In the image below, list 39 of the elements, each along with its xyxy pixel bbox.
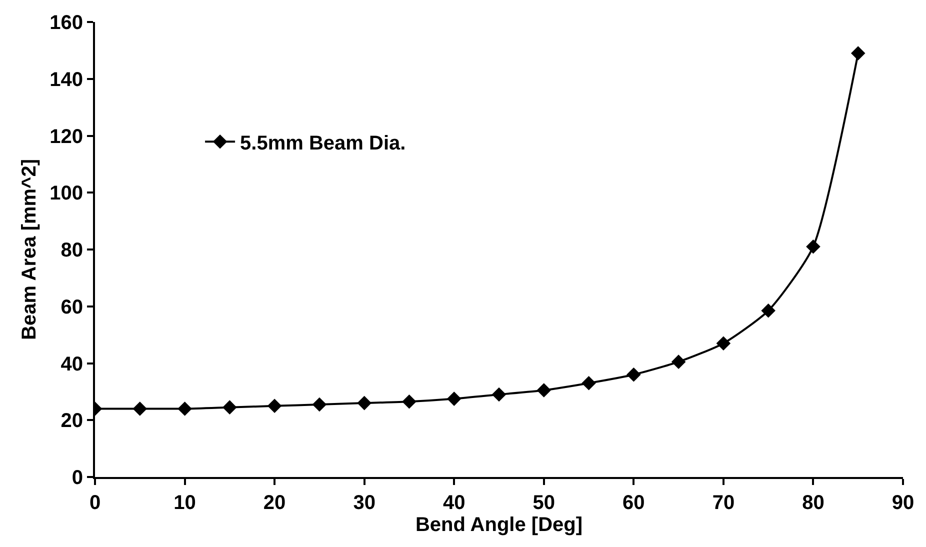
y-tick-label: 0 [72, 467, 83, 489]
y-axis-title: Beam Area [mm^2] [18, 158, 41, 340]
point [850, 46, 866, 60]
y-tick-label: 120 [50, 126, 83, 148]
x-tick-label: 0 [89, 492, 101, 514]
y-tick-label: 80 [60, 240, 83, 262]
y-tick-label: 40 [60, 353, 83, 376]
point [178, 402, 192, 416]
point [806, 240, 820, 254]
x-tick-label: 10 [174, 492, 196, 514]
x-tick-label: 90 [892, 492, 914, 514]
point [402, 394, 416, 409]
x-tick-label: 20 [263, 492, 286, 514]
point [357, 396, 372, 410]
x-axis-title: Bend Angle [Deg] [415, 514, 583, 536]
point [536, 383, 552, 398]
y-tick-label: 140 [50, 68, 83, 91]
point [582, 376, 596, 390]
point [761, 303, 776, 318]
point [626, 367, 641, 382]
x-tick-label: 80 [802, 492, 824, 514]
x-tick-label: 70 [712, 492, 735, 514]
y-tick-label: 60 [60, 296, 83, 318]
point [446, 392, 462, 406]
point [222, 400, 237, 414]
point [132, 402, 148, 416]
x-tick-label: 40 [442, 492, 466, 514]
y-tick-label: 20 [60, 410, 83, 432]
point [312, 397, 327, 412]
x-tick-label: 50 [532, 492, 556, 514]
point [492, 387, 506, 402]
point [671, 354, 686, 369]
x-tick-label: 30 [353, 492, 376, 514]
point [716, 336, 731, 350]
legend-label: 5.5mm Beam Dia. [240, 132, 406, 154]
y-tick-label: 100 [50, 182, 83, 205]
x-tick-label: 60 [622, 492, 645, 514]
point [267, 398, 282, 414]
y-tick-label: 160 [50, 12, 83, 34]
